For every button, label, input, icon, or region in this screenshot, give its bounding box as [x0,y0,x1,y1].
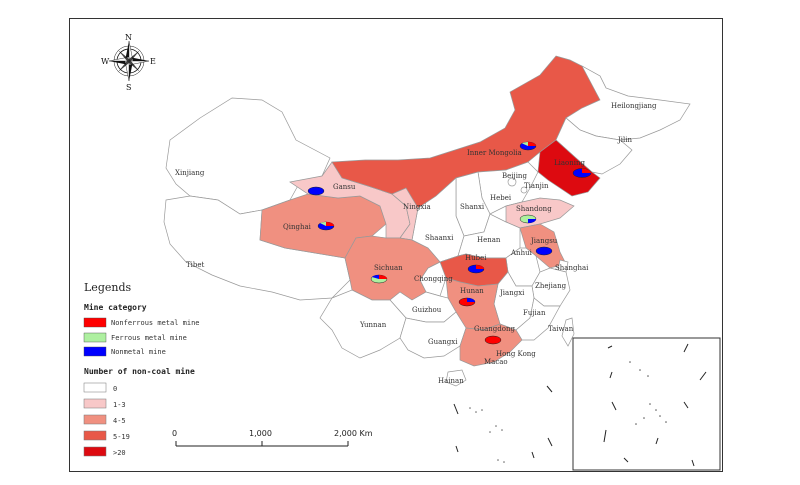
pie-marker-hubei [467,264,485,274]
label-guizhou: Guizhou [412,306,442,314]
label-heilongjiang: Heilongjiang [611,102,657,110]
pie-marker-inner-mongolia [519,141,537,151]
coastal-dots [469,407,505,463]
compass-east-label: E [150,57,156,66]
legend-swatch-class-0 [83,382,107,393]
legend-label-class-0: 0 [113,385,117,393]
pie-marker-gansu [307,186,325,196]
label-guangxi: Guangxi [428,338,458,346]
legend-swatch-nonferrous [83,317,107,328]
province-heilongjiang [565,65,691,141]
label-hong-kong: Hong Kong [496,350,536,358]
province-fujian [515,297,561,341]
label-guangdong: Guangdong [474,325,515,333]
label-beijing: Beijing [502,172,527,180]
province-tianjin [520,186,528,194]
pie-marker-guangdong [484,335,502,345]
province-tibet [163,195,351,301]
legend-label-class-1: 1-3 [113,401,126,409]
label-shandong: Shandong [516,205,552,213]
label-henan: Henan [477,236,501,244]
province-yunnan [319,289,407,359]
scale-label-0: 0 [172,429,177,438]
legend: Legends Mine category Nonferrous metal m… [83,281,200,457]
legend-label-class-4: >20 [113,449,126,457]
legend-label-class-2: 4-5 [113,417,126,425]
coastal-dashes [453,385,553,459]
legend-label-nonmetal: Nonmetal mine [111,348,166,356]
label-macao: Macao [484,358,508,366]
legend-swatch-class-3 [83,430,107,441]
legend-label-nonferrous: Nonferrous metal mine [111,319,200,327]
province-guangdong [459,323,523,367]
inset-dots [629,361,667,425]
pie-marker-shandong [519,214,537,224]
label-shanghai: Shanghai [555,264,589,272]
label-jilin: Jilin [617,136,633,144]
province-hainan [445,369,467,387]
label-fujian: Fujian [523,309,546,317]
legend-swatch-nonmetal [83,346,107,357]
label-inner-mongolia: Inner Mongolia [467,149,522,157]
pie-marker-qinghai [317,221,335,231]
label-ningxia: Ningxia [403,203,431,211]
province-beijing [507,177,517,187]
label-tianjin: Tianjin [524,182,549,190]
label-hunan: Hunan [460,287,484,295]
label-zhejiang: Zhejiang [535,282,567,290]
legend-count-title: Number of non-coal mine [84,366,195,376]
scale-bar [175,441,349,447]
label-shaanxi: Shaanxi [425,234,454,242]
pie-marker-sichuan [370,274,388,284]
legend-title: Legends [84,281,131,294]
label-sichuan: Sichuan [374,264,403,272]
label-hainan: Hainan [438,377,464,385]
province-liaoning [537,139,601,197]
label-hebei: Hebei [490,194,512,202]
legend-label-class-3: 5-19 [113,433,130,441]
compass-north-label: N [125,33,132,42]
scale-label-2000: 2,000 Km [334,429,373,438]
label-liaoning: Liaoning [554,159,586,167]
legend-swatch-class-2 [83,414,107,425]
label-chongqing: Chongqing [414,275,453,283]
legend-swatch-class-1 [83,398,107,409]
inset-islands [603,343,707,467]
label-jiangxi: Jiangxi [499,289,525,297]
pie-marker-jiangsu [535,246,553,256]
label-jiangsu: Jiangsu [530,237,558,245]
legend-label-ferrous: Ferrous metal mine [111,334,187,342]
label-taiwan: Taiwan [548,325,574,333]
legend-swatch-ferrous [83,332,107,343]
pie-marker-liaoning [572,168,592,178]
label-qinghai: Qinghai [283,223,312,231]
label-shanxi: Shanxi [460,203,485,211]
label-tibet: Tibet [186,261,205,269]
label-xinjiang: Xinjiang [175,169,205,177]
label-gansu: Gansu [333,183,356,191]
pie-marker-hunan [458,297,476,307]
label-hubei: Hubei [465,254,487,262]
compass-rose-icon [108,40,150,82]
label-yunnan: Yunnan [359,321,387,329]
compass-south-label: S [126,83,131,92]
south-china-sea-inset [572,337,721,471]
compass-west-label: W [101,57,110,66]
scale-label-1000: 1,000 [249,429,272,438]
legend-mine-category-title: Mine category [84,302,147,312]
label-anhui: Anhui [510,249,533,257]
legend-swatch-class-4 [83,446,107,457]
province-taiwan [561,317,575,347]
